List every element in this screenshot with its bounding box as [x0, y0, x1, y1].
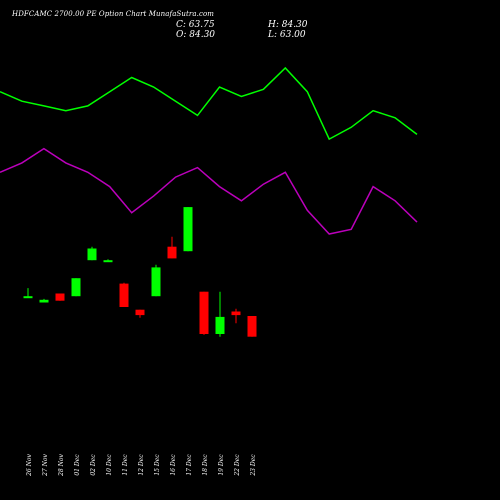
candle-body: [103, 260, 113, 263]
candle-11: [199, 291, 209, 335]
date-label: 10 Dec: [106, 454, 113, 476]
candle-0: [23, 288, 33, 299]
candle-body: [199, 291, 209, 334]
candle-3: [71, 278, 81, 297]
candle-7: [135, 309, 145, 318]
ohlc-open: O: 84.30: [176, 30, 216, 40]
candle-2: [55, 293, 65, 301]
candle-5: [103, 259, 113, 263]
candle-body: [231, 311, 241, 316]
lower-band-line: [0, 147, 418, 235]
candle-body: [183, 207, 193, 252]
candle-10: [183, 207, 193, 252]
candle-body: [55, 293, 65, 301]
candle-body: [71, 278, 81, 297]
date-label: 19 Dec: [218, 454, 225, 476]
date-label: 27 Nov: [42, 453, 49, 476]
candle-body: [39, 299, 49, 303]
chart-title: HDFCAMC 2700.00 PE Option Chart MunafaSu…: [12, 10, 215, 18]
date-label: 28 Nov: [58, 453, 65, 476]
candle-body: [87, 248, 97, 261]
candle-6: [119, 282, 129, 307]
candle-body: [119, 283, 129, 307]
date-label: 12 Dec: [138, 454, 145, 476]
ohlc-high: H: 84.30: [268, 20, 308, 30]
candle-1: [39, 298, 49, 303]
date-label: 17 Dec: [186, 454, 193, 476]
candle-14: [247, 316, 257, 337]
date-label: 11 Dec: [122, 454, 129, 476]
candle-body: [151, 267, 161, 297]
candle-12: [215, 291, 225, 337]
candle-13: [231, 308, 241, 324]
candle-4: [87, 246, 97, 261]
date-label: 02 Dec: [90, 454, 97, 476]
date-label: 01 Dec: [74, 454, 81, 476]
ohlc-close: C: 63.75: [176, 20, 215, 30]
date-label: 26 Nov: [26, 453, 33, 476]
candle-body: [247, 316, 257, 337]
date-label: 22 Dec: [234, 454, 241, 477]
date-label: 23 Dec: [250, 454, 257, 477]
candle-9: [167, 236, 177, 259]
candle-body: [135, 309, 145, 316]
ohlc-low: L: 63.00: [268, 30, 306, 40]
date-label: 16 Dec: [170, 454, 177, 476]
date-labels: 26 Nov 27 Nov 28 Nov 01 Dec 02 Dec 10 Dec 11 D…: [26, 453, 257, 476]
date-label: 15 Dec: [154, 454, 161, 476]
upper-band-line: [0, 66, 418, 141]
candle-body: [23, 296, 33, 299]
date-label: 18 Dec: [202, 454, 209, 476]
indicator-lines: [0, 66, 418, 235]
candle-8: [151, 264, 161, 297]
candle-body: [167, 246, 177, 259]
candle-body: [215, 316, 225, 334]
candles: [23, 207, 257, 337]
